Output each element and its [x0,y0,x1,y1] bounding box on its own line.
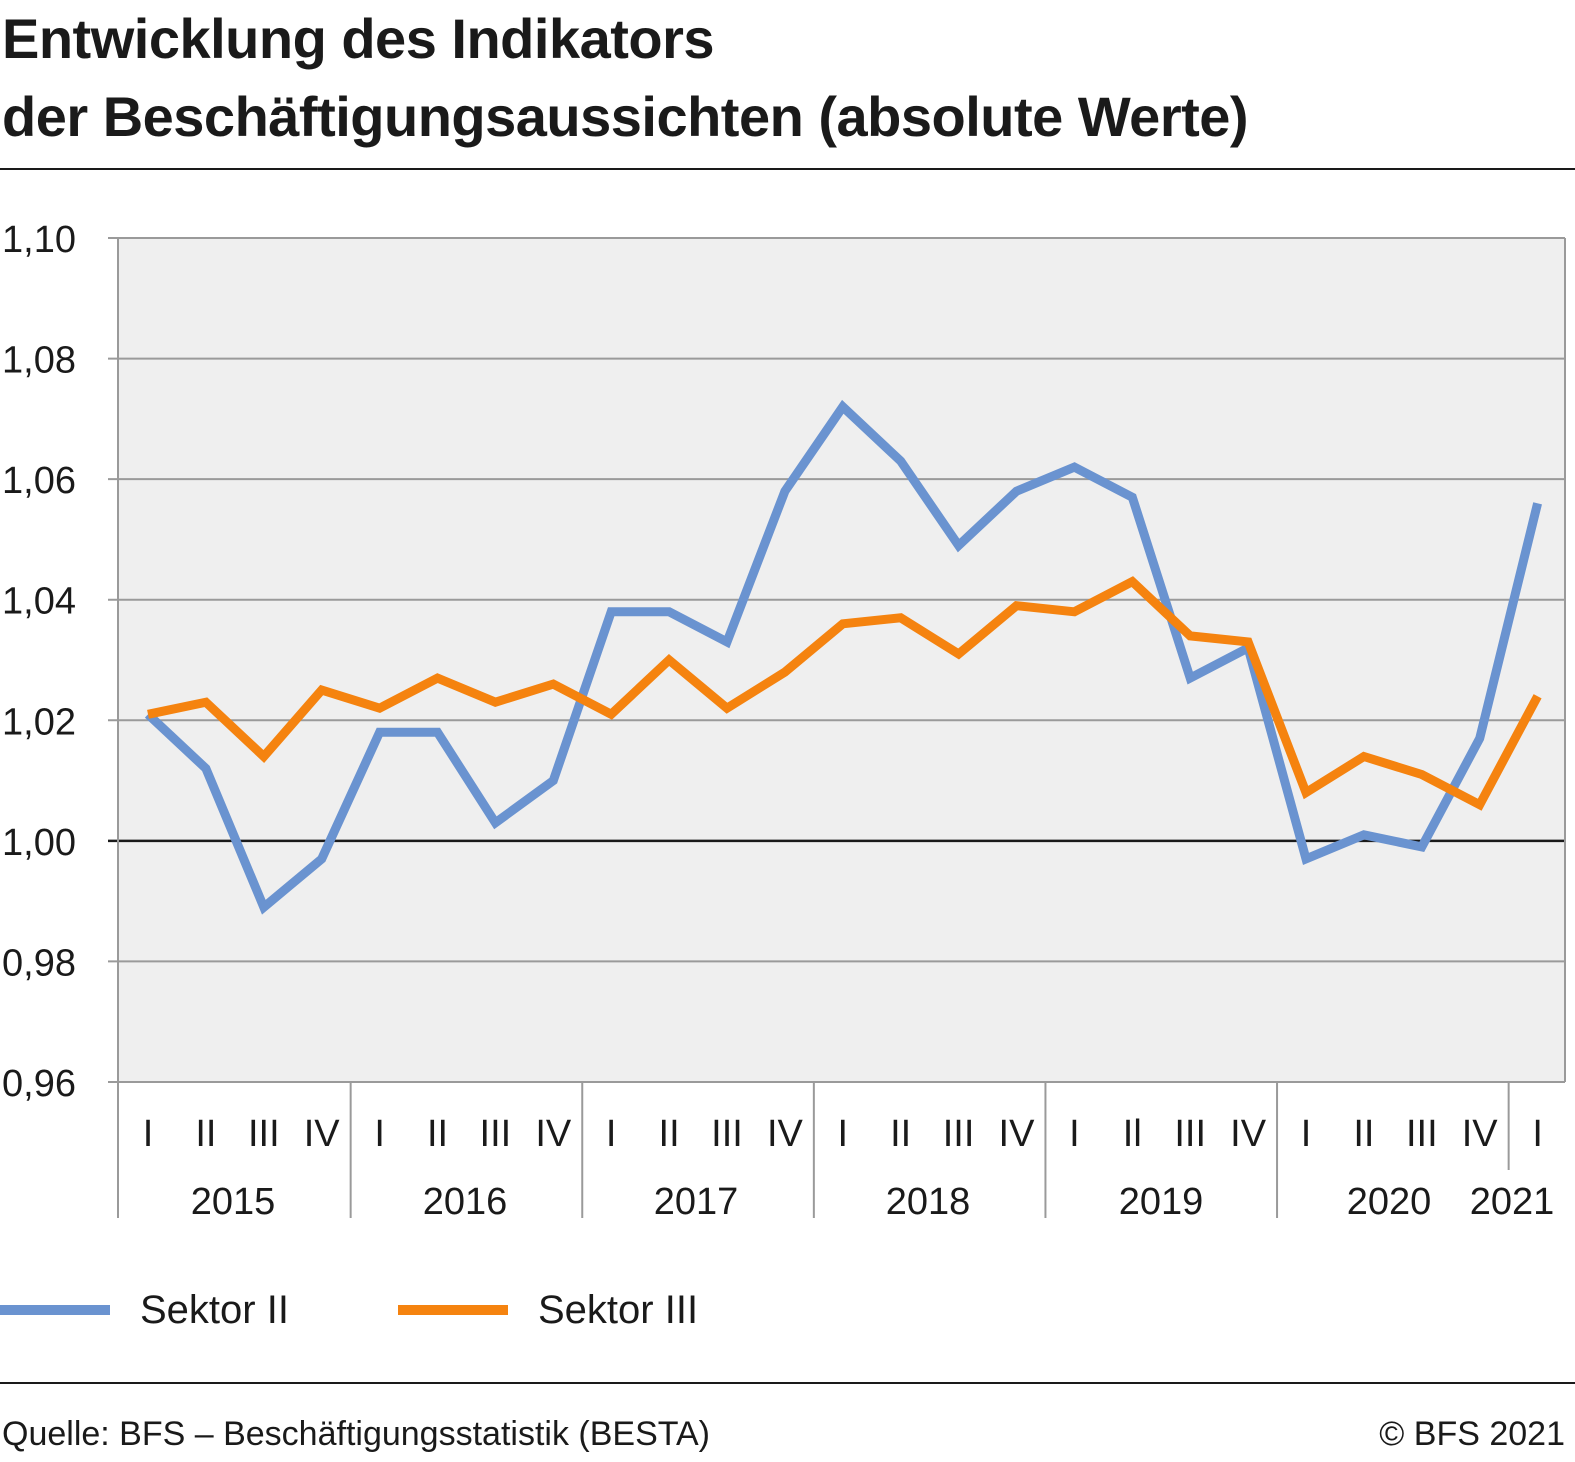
x-year-label: 2020 [1347,1181,1432,1223]
x-quarter-label: I [606,1113,617,1155]
y-tick-label: 1,00 [2,822,76,864]
y-tick-label: 1,06 [2,460,76,502]
x-quarter-label: IV [999,1113,1036,1155]
x-quarter-label: I [1069,1113,1080,1155]
x-quarter-label: II [890,1113,911,1155]
x-quarter-label: I [838,1113,849,1155]
x-quarter-label: I [1301,1113,1312,1155]
x-year-label: 2016 [423,1181,508,1223]
y-tick-label: 1,10 [2,219,76,261]
x-quarter-label: III [248,1113,280,1155]
y-tick-label: 1,02 [2,701,76,743]
y-tick-label: 0,98 [2,942,76,984]
x-quarter-label: III [1174,1113,1206,1155]
chart-title: Entwicklung des Indikators der Beschäfti… [2,0,1249,156]
y-tick-label: 0,96 [2,1063,76,1105]
series-line-sektor-ii [144,399,1542,915]
legend-label-sektor-iii: Sektor III [538,1287,699,1332]
chart-title-line-2: der Beschäftigungsaussichten (absolute W… [2,85,1249,148]
legend-swatch-sektor-ii [0,1305,110,1315]
x-quarter-label: II [1353,1113,1374,1155]
x-year-label: 2018 [886,1181,971,1223]
x-year-label: 2017 [654,1181,739,1223]
x-quarter-label: IV [767,1113,804,1155]
x-quarter-label: IV [1462,1113,1499,1155]
x-quarter-label: IV [535,1113,572,1155]
x-year-label: 2015 [191,1181,276,1223]
plot-area [118,238,1565,1082]
x-quarter-label: I [1532,1113,1543,1155]
y-tick-label: 1,04 [2,581,76,623]
x-quarter-label: III [943,1113,975,1155]
y-tick-label: 1,08 [2,340,76,382]
x-quarter-label: III [711,1113,743,1155]
source-note: Quelle: BFS – Beschäftigungsstatistik (B… [2,1415,710,1453]
chart-title-line-1: Entwicklung des Indikators [2,7,715,70]
line-chart: 0,960,981,001,021,041,061,081,10I II III IV… [2,219,1566,1223]
footer-divider [0,1382,1575,1384]
x-quarter-label: III [480,1113,512,1155]
copyright-note: © BFS 2021 [1379,1415,1565,1453]
x-quarter-label: IV [1230,1113,1267,1155]
legend-item-sektor-ii: Sektor II [0,1280,289,1340]
title-divider [0,168,1575,170]
x-year-label: 2019 [1119,1181,1204,1223]
x-quarter-label: II [195,1113,216,1155]
series-line-sektor-iii [147,576,1542,811]
x-quarter-label: II [427,1113,448,1155]
x-quarter-label: IV [304,1113,341,1155]
x-quarter-label: I [143,1113,154,1155]
legend-label-sektor-ii: Sektor II [140,1287,289,1332]
x-quarter-label: III [1406,1113,1438,1155]
x-quarter-label: Il [1123,1113,1142,1155]
legend-swatch-sektor-iii [398,1305,508,1315]
x-quarter-label: II [659,1113,680,1155]
x-quarter-label: I [374,1113,385,1155]
legend-item-sektor-iii: Sektor III [398,1280,698,1340]
legend: Sektor II Sektor III [0,1280,900,1340]
x-year-label: 2021 [1470,1181,1555,1223]
